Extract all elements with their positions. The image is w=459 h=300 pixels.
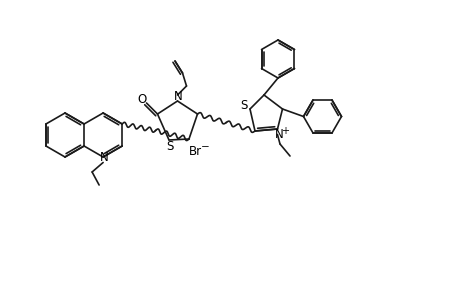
Text: S: S [166,140,174,152]
Text: +: + [281,126,289,136]
Text: Br: Br [188,145,201,158]
Text: N: N [274,128,283,140]
Text: −: − [201,142,209,152]
Text: N: N [100,151,108,164]
Text: S: S [240,98,247,112]
Text: N: N [173,89,182,103]
Text: O: O [137,92,146,106]
